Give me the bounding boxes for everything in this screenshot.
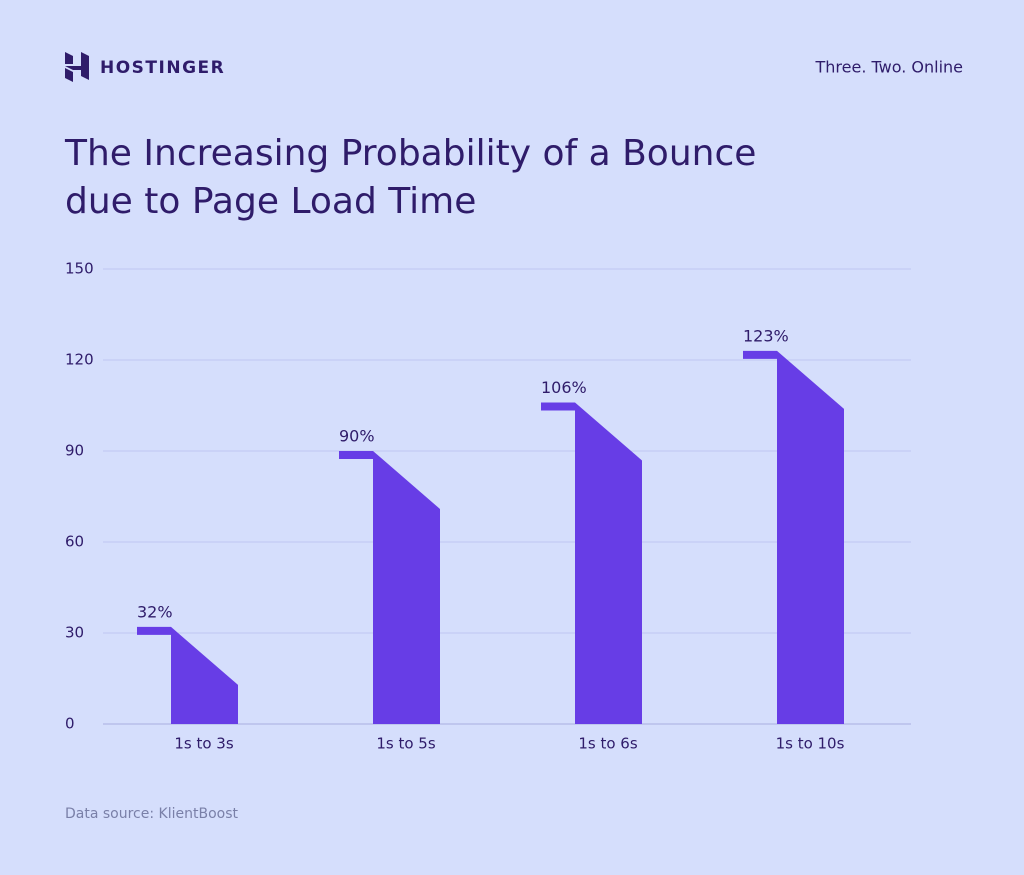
y-tick-label: 150	[65, 260, 94, 278]
value-label: 123%	[743, 326, 789, 345]
x-tick-label: 1s to 3s	[174, 735, 233, 753]
bar	[541, 402, 642, 724]
value-label: 90%	[339, 427, 375, 446]
chart-title: The Increasing Probability of a Bounce d…	[65, 133, 757, 222]
source: Data source: KlientBoost	[65, 806, 239, 822]
tagline: Three. Two. Online	[815, 58, 964, 77]
value-label: 106%	[541, 378, 587, 397]
bar	[743, 350, 844, 724]
brand: HOSTINGER	[100, 58, 225, 78]
y-tick-label: 0	[65, 715, 75, 733]
y-tick-label: 120	[65, 351, 94, 369]
y-tick-label: 90	[65, 442, 84, 460]
x-tick-label: 1s to 10s	[776, 735, 845, 753]
y-tick-label: 30	[65, 624, 84, 642]
logo-icon	[65, 52, 89, 82]
bar	[137, 626, 238, 724]
y-tick-label: 60	[65, 533, 84, 551]
x-tick-label: 1s to 5s	[376, 735, 435, 753]
value-label: 32%	[137, 602, 173, 621]
bar	[339, 451, 440, 724]
x-tick-label: 1s to 6s	[578, 735, 637, 753]
